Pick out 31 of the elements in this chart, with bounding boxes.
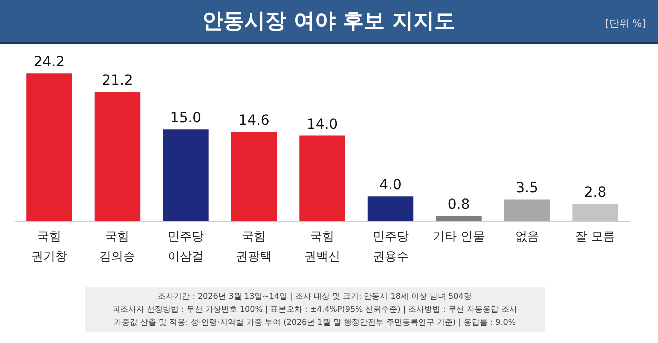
chart-title: 안동시장 여야 후보 지지도 [202, 9, 456, 33]
x-tick-label: 민주당 이삼걸 [168, 230, 204, 264]
bar [231, 132, 278, 221]
data-label: 14.6 [238, 113, 270, 130]
text: 가중값 산출 및 적용: 성·연령·지역별 가중 부여 (2026년 1월 말 행정안전부 주민등록인구 기준) | 응답률 : 9.0% [113, 317, 517, 329]
data-label: 4.0 [380, 178, 402, 194]
x-tick-label: 국힘 권백신 [304, 230, 340, 264]
bar [94, 92, 141, 221]
x-tick-label: 국힘 권광택 [236, 230, 272, 264]
bar [163, 130, 209, 221]
data-label: 0.8 [448, 197, 470, 214]
text: 조사기간 : 2026년 3월 13일~14일 | 조사 대상 및 크기: 안동시 18세 이상 남녀 504명 [157, 291, 473, 303]
x-tick-label: 민주당 권용수 [372, 230, 409, 264]
x-tick-label: 없음 [515, 230, 540, 244]
data-label: 3.5 [516, 180, 538, 197]
chart-subtitle: [단위 %] [606, 18, 646, 31]
x-tick-label: 국힘 김의승 [100, 230, 136, 264]
bar [300, 136, 346, 221]
bar [504, 200, 550, 221]
bar [368, 196, 414, 221]
data-label: 24.2 [34, 54, 66, 71]
x-tick-label: 국힘 권기창 [31, 230, 68, 264]
bar [436, 216, 482, 221]
data-label: 14.0 [306, 116, 338, 133]
data-label: 21.2 [102, 72, 134, 89]
x-tick-label: 기타 인물 [433, 230, 485, 244]
data-label: 2.8 [584, 184, 607, 201]
text: 피조사자 선정방법 : 무선 가상번호 100% | 표본오차 : ±4.4%P(95% 신뢰수준) | 조사방법 : 무선 자동응답 조사 [112, 304, 518, 316]
bar [26, 74, 72, 221]
data-label: 15.0 [170, 110, 202, 127]
x-tick-label: 잘 모름 [576, 230, 616, 244]
